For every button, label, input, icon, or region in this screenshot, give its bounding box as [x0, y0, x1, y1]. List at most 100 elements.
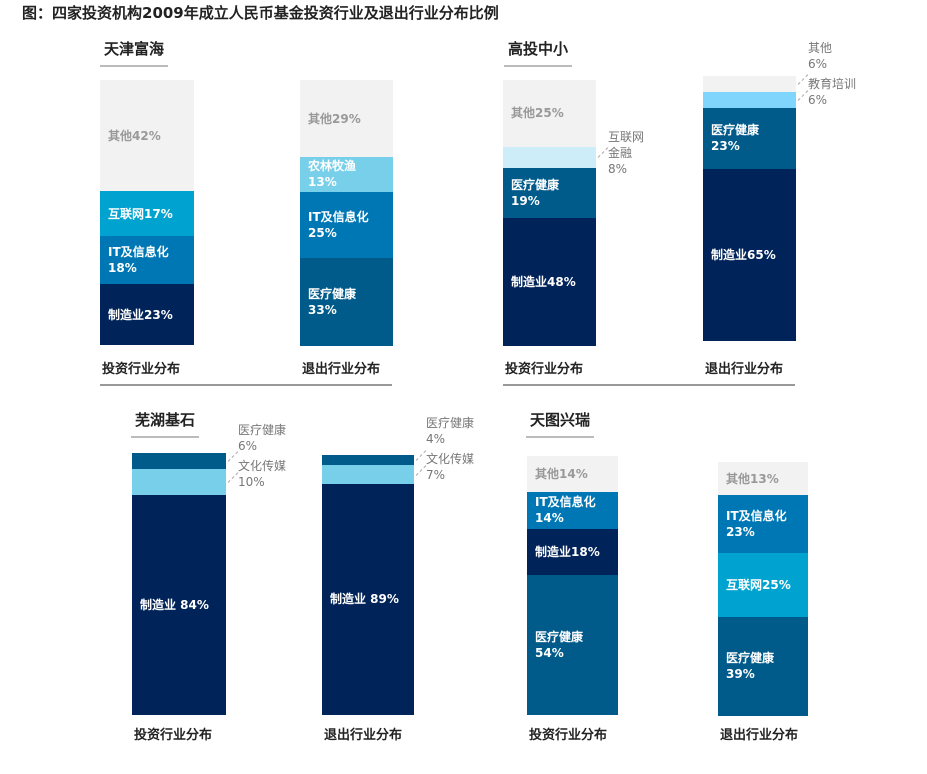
segment-label-line: 医疗健康	[726, 651, 775, 666]
stacked-bar: 医疗健康 33% IT及信息化 25% 农林牧渔 13% 其他29%	[300, 80, 393, 346]
segment-label-outside: 其他 6%	[808, 40, 832, 72]
panel-baseline	[100, 384, 392, 386]
segment-label-line: 其他	[808, 40, 833, 55]
leader-line	[415, 450, 427, 462]
bar-segment: 互联网25%	[718, 553, 808, 617]
panel-title: 高投中小	[504, 38, 573, 67]
bar-segment: IT及信息化 14%	[527, 492, 618, 529]
segment-label-line: 7%	[426, 467, 446, 482]
segment-label: IT及信息化 14%	[535, 494, 596, 526]
bar-segment: 医疗健康 23%	[703, 107, 796, 169]
stacked-bar: 制造业65% 医疗健康 23%	[703, 76, 796, 341]
segment-label: IT及信息化 23%	[726, 508, 787, 540]
segment-label: 医疗健康 23%	[711, 122, 759, 154]
segment-label: 农林牧渔 13%	[308, 158, 356, 190]
segment-label-line: IT及信息化	[108, 245, 169, 260]
bar-segment: 制造业 84%	[132, 494, 226, 715]
bar-segment: 制造业48%	[503, 218, 596, 346]
bar-segment	[132, 453, 226, 469]
segment-label-line: IT及信息化	[535, 495, 596, 510]
segment-label: 其他13%	[726, 471, 779, 487]
bar-category-label: 退出行业分布	[705, 362, 784, 377]
segment-label-line: 互联网25%	[726, 578, 791, 593]
segment-label-line: 其他25%	[511, 106, 564, 121]
figure-title: 图：四家投资机构2009年成立人民币基金投资行业及退出行业分布比例	[22, 4, 499, 22]
stacked-bar: 制造业 84%	[132, 453, 226, 715]
bar-segment: 制造业18%	[527, 528, 618, 576]
panel-title: 芜湖基石	[131, 409, 200, 438]
segment-label-line: 文化传媒	[426, 451, 475, 466]
segment-label-line: 互联网	[608, 130, 645, 145]
bar-segment: 医疗健康 54%	[527, 575, 618, 715]
bar-category-label: 退出行业分布	[720, 728, 799, 743]
segment-label: 制造业48%	[511, 274, 576, 290]
segment-label-line: 医疗健康	[308, 287, 357, 302]
bar-segment	[503, 146, 596, 168]
segment-label-line: 医疗健康	[426, 415, 475, 430]
segment-label-line: 教育培训	[808, 76, 857, 91]
segment-label: 制造业 84%	[140, 597, 209, 613]
leader-line	[797, 74, 809, 85]
segment-label-line: 10%	[238, 474, 265, 489]
bar-segment: 医疗健康 33%	[300, 258, 393, 346]
segment-label: 医疗健康 19%	[511, 177, 559, 209]
leader-line	[415, 464, 427, 476]
segment-label-outside: 文化传媒 7%	[426, 451, 474, 483]
segment-label: 医疗健康 39%	[726, 650, 774, 682]
segment-label-line: 制造业23%	[108, 307, 173, 322]
bar-segment: IT及信息化 18%	[100, 236, 194, 285]
bar-segment: 制造业23%	[100, 284, 194, 345]
segment-label-line: 制造业 89%	[330, 592, 399, 607]
panel-baseline	[503, 384, 795, 386]
segment-label: 其他29%	[308, 111, 361, 127]
bar-segment	[132, 468, 226, 495]
segment-label-line: 文化传媒	[238, 458, 287, 473]
segment-label-outside: 文化传媒 10%	[238, 458, 286, 490]
stacked-bar: 医疗健康 39% 互联网25% IT及信息化 23% 其他13%	[718, 462, 808, 716]
segment-label-line: 25%	[308, 225, 337, 240]
bar-segment: 其他13%	[718, 462, 808, 496]
bar-segment: 制造业65%	[703, 168, 796, 341]
bar-segment	[322, 455, 414, 466]
bar-segment: 医疗健康 39%	[718, 616, 808, 716]
segment-label-line: 6%	[238, 438, 258, 453]
segment-label-outside: 医疗健康 4%	[426, 415, 474, 447]
segment-label-line: 制造业18%	[535, 544, 600, 559]
bar-segment: IT及信息化 25%	[300, 191, 393, 259]
bar-segment	[703, 91, 796, 108]
segment-label-line: 23%	[711, 139, 740, 154]
segment-label: 其他25%	[511, 105, 564, 121]
stacked-bar: 医疗健康 54% 制造业18% IT及信息化 14% 其他14%	[527, 456, 618, 715]
segment-label: IT及信息化 18%	[108, 244, 169, 276]
bar-segment	[322, 465, 414, 484]
segment-label: 互联网25%	[726, 577, 791, 593]
segment-label-line: 制造业65%	[711, 247, 776, 262]
bar-segment: 医疗健康 19%	[503, 167, 596, 219]
bar-category-label: 退出行业分布	[324, 728, 403, 743]
segment-label-line: 其他13%	[726, 471, 779, 486]
segment-label-line: 金融	[608, 146, 633, 161]
segment-label-line: 农林牧渔	[308, 159, 357, 174]
segment-label-outside: 教育培训 6%	[808, 76, 856, 108]
segment-label-line: 13%	[308, 175, 337, 190]
stacked-bar: 制造业23% IT及信息化 18% 互联网17% 其他42%	[100, 80, 194, 345]
segment-label: 其他42%	[108, 128, 161, 144]
segment-label-line: 医疗健康	[711, 123, 760, 138]
segment-label: 医疗健康 54%	[535, 629, 583, 661]
segment-label-line: 其他14%	[535, 467, 588, 482]
segment-label-line: 医疗健康	[511, 178, 560, 193]
bar-segment: IT及信息化 23%	[718, 495, 808, 554]
bar-segment: 其他42%	[100, 80, 194, 192]
bar-segment: 互联网17%	[100, 191, 194, 237]
segment-label-line: 19%	[511, 194, 540, 209]
panel-title: 天津富海	[100, 38, 169, 67]
segment-label-line: 6%	[808, 92, 828, 107]
segment-label: 互联网17%	[108, 206, 173, 222]
bar-segment: 其他25%	[503, 80, 596, 147]
segment-label-line: 6%	[808, 56, 828, 71]
bar-category-label: 投资行业分布	[134, 728, 213, 743]
segment-label-line: 18%	[108, 261, 137, 276]
bar-segment	[703, 76, 796, 92]
segment-label-line: 制造业48%	[511, 275, 576, 290]
